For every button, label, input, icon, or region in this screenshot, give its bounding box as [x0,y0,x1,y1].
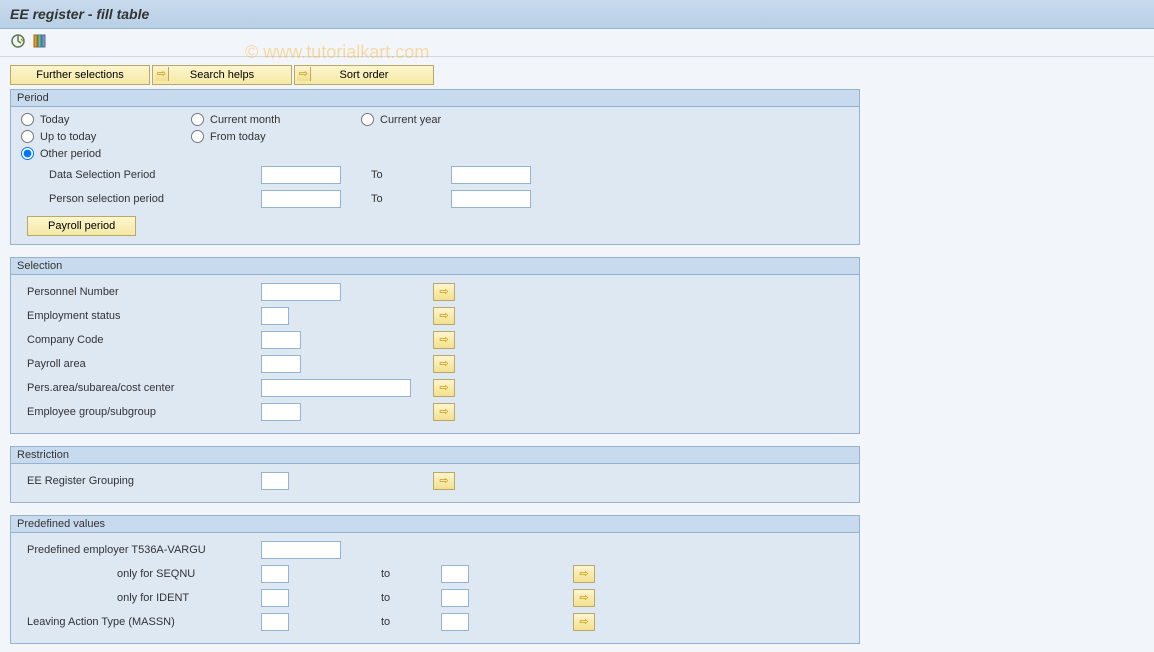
restriction-group: Restriction EE Register Grouping ⇨ [10,446,860,503]
selection-label: Personnel Number [21,286,261,298]
multiple-selection-button[interactable]: ⇨ [433,472,455,490]
multiple-selection-button[interactable]: ⇨ [433,307,455,325]
selection-row: Employee group/subgroup ⇨ [21,401,849,423]
selection-group-title: Selection [11,258,859,275]
ident-from-input[interactable] [261,589,289,607]
predefined-values-title: Predefined values [11,516,859,533]
arrow-right-icon: ⇨ [155,67,169,81]
search-helps-button[interactable]: ⇨ Search helps [152,65,292,85]
ident-to-input[interactable] [441,589,469,607]
restriction-group-title: Restriction [11,447,859,464]
selection-row: Employment status ⇨ [21,305,849,327]
multiple-selection-button[interactable]: ⇨ [573,589,595,607]
selection-row: Payroll area ⇨ [21,353,849,375]
psp-label: Person selection period [21,193,261,205]
dsp-label: Data Selection Period [21,169,261,181]
selection-label: Company Code [21,334,261,346]
dsp-to-label: To [341,169,451,181]
leaving-to-label: to [381,616,441,628]
multiple-selection-button[interactable]: ⇨ [573,565,595,583]
ee-register-grouping-input[interactable] [261,472,289,490]
main-content: Further selections ⇨ Search helps ⇨ Sort… [0,57,1154,652]
radio-current-month[interactable]: Current month [191,113,361,126]
selection-input[interactable] [261,283,341,301]
selection-input[interactable] [261,379,411,397]
multiple-selection-button[interactable]: ⇨ [433,331,455,349]
selection-row: Pers.area/subarea/cost center ⇨ [21,377,849,399]
seqnu-label: only for SEQNU [21,568,261,580]
radio-current-year[interactable]: Current year [361,113,531,126]
ee-register-grouping-label: EE Register Grouping [21,475,261,487]
seqnu-from-input[interactable] [261,565,289,583]
radio-today[interactable]: Today [21,113,191,126]
leaving-from-input[interactable] [261,613,289,631]
execute-icon[interactable] [10,33,26,52]
selection-input[interactable] [261,331,301,349]
selection-label: Payroll area [21,358,261,370]
selection-label: Employment status [21,310,261,322]
psp-from-input[interactable] [261,190,341,208]
arrow-right-icon: ⇨ [297,67,311,81]
predefined-employer-label: Predefined employer T536A-VARGU [21,544,261,556]
predefined-values-group: Predefined values Predefined employer T5… [10,515,860,644]
multiple-selection-button[interactable]: ⇨ [433,355,455,373]
radio-other-period[interactable]: Other period [21,147,191,160]
multiple-selection-button[interactable]: ⇨ [573,613,595,631]
multiple-selection-button[interactable]: ⇨ [433,403,455,421]
selection-group: Selection Personnel Number⇨Employment st… [10,257,860,434]
multiple-selection-button[interactable]: ⇨ [433,379,455,397]
multiple-selection-button[interactable]: ⇨ [433,283,455,301]
application-toolbar [0,29,1154,57]
window-title: EE register - fill table [10,6,149,22]
psp-to-input[interactable] [451,190,531,208]
radio-from-today[interactable]: From today [191,130,361,143]
leaving-to-input[interactable] [441,613,469,631]
selection-row: Company Code ⇨ [21,329,849,351]
selection-label: Pers.area/subarea/cost center [21,382,261,394]
sort-order-button[interactable]: ⇨ Sort order [294,65,434,85]
radio-up-to-today[interactable]: Up to today [21,130,191,143]
psp-to-label: To [341,193,451,205]
seqnu-to-input[interactable] [441,565,469,583]
leaving-action-label: Leaving Action Type (MASSN) [21,616,261,628]
period-group-title: Period [11,90,859,107]
selection-row: Personnel Number ⇨ [21,281,849,303]
ident-label: only for IDENT [21,592,261,604]
further-selections-button[interactable]: Further selections [10,65,150,85]
seqnu-to-label: to [381,568,441,580]
selection-input[interactable] [261,307,289,325]
dsp-to-input[interactable] [451,166,531,184]
predefined-employer-input[interactable] [261,541,341,559]
selection-input[interactable] [261,355,301,373]
payroll-period-button[interactable]: Payroll period [27,216,136,236]
window-titlebar: EE register - fill table [0,0,1154,29]
dsp-from-input[interactable] [261,166,341,184]
selection-input[interactable] [261,403,301,421]
period-group: Period Today Current month Current year … [10,89,860,245]
variant-icon[interactable] [32,33,48,52]
ident-to-label: to [381,592,441,604]
selection-label: Employee group/subgroup [21,406,261,418]
selection-buttons-row: Further selections ⇨ Search helps ⇨ Sort… [10,65,1144,85]
